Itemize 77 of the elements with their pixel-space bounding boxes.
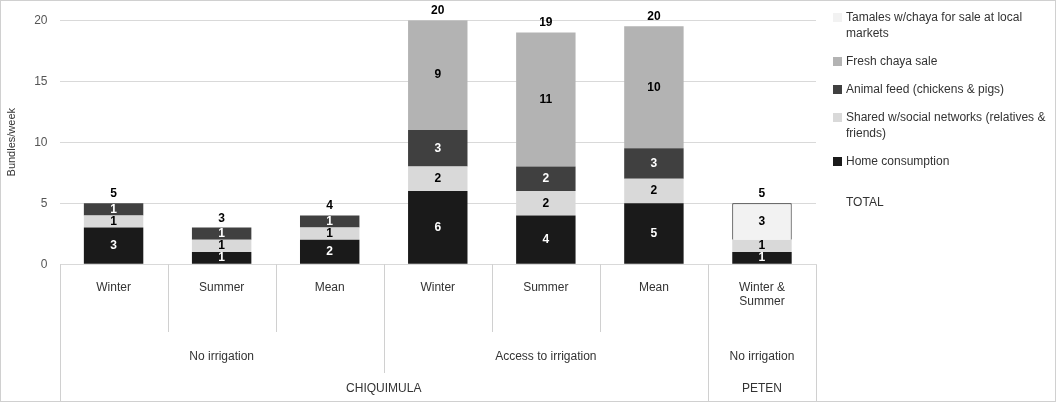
y-tick-label: 0 [40,256,48,271]
y-tick-label: 5 [40,195,48,210]
bar [624,203,684,264]
x-tick-label: Summer [523,279,569,294]
data-label: 1 [218,226,226,241]
data-label: 3 [434,140,442,155]
bar [191,252,252,264]
bar [624,148,684,179]
bar [83,227,144,264]
text: No irrigation [189,348,254,363]
x-tick-label: Mean [314,279,345,294]
data-label: 1 [110,213,118,228]
bar [299,227,360,240]
bar [83,203,144,216]
total-label: 19 [539,15,553,30]
bar [732,252,792,264]
data-label: 6 [434,219,442,234]
y-axis-title: Bundles/week [4,107,17,177]
data-label: 1 [326,213,334,228]
data-label: 10 [647,79,661,94]
x-tick-label: Winter [96,279,131,294]
bar [408,20,468,130]
y-tick-label: 20 [34,12,48,27]
total-label: 5 [758,186,766,201]
bar [191,239,252,252]
y-tick-label: 10 [34,134,48,149]
legend-label: Home consumption [846,153,950,169]
bar [516,166,576,191]
bar [191,227,252,240]
bar [624,178,684,204]
legend-label: Fresh chaya sale [846,53,938,69]
legend-label: Tamales w/chaya for sale at local markets [846,9,1024,41]
y-tick-label: 15 [34,73,48,88]
data-label: 5 [650,225,658,240]
total-label: 20 [647,9,661,24]
bar [516,215,576,264]
bar [408,166,468,191]
total-label: 3 [218,210,226,225]
total-label: 20 [431,3,445,18]
total-label: 5 [110,186,118,201]
data-label: 9 [434,67,442,82]
x-tick-label: Summer [198,279,245,294]
data-label: 3 [650,155,658,170]
data-label: 1 [218,238,226,253]
text: Access to irrigation [495,348,597,363]
legend-label: Animal feed (chickens & pigs) [846,81,1005,97]
text: PETEN [741,381,782,396]
bar [83,215,144,228]
data-label: 2 [434,171,442,186]
data-label: 1 [218,250,226,265]
data-label: 2 [542,171,550,186]
data-label: 4 [542,231,550,246]
data-label: 3 [110,237,118,252]
bar [299,239,360,264]
text: No irrigation [729,348,795,363]
data-label: 1 [326,226,334,241]
data-label: 1 [758,250,766,265]
data-label: 3 [758,213,766,228]
x-tick-label: Winter [420,279,456,294]
x-tick-label: Winter & Summer [738,279,785,309]
data-label: 2 [650,183,658,198]
bar [624,26,684,149]
bar [408,191,468,264]
bar [408,130,468,167]
x-tick-label: Mean [638,279,669,294]
bar [299,215,360,228]
data-label: 1 [110,201,118,216]
data-label: 11 [539,91,553,106]
data-label: 2 [542,195,550,210]
total-label: 4 [326,198,334,213]
legend-label: Shared w/social networks (relatives & friends) [846,109,1047,141]
data-label: 1 [758,238,766,253]
data-label: 2 [326,244,334,259]
bar [732,239,792,252]
text: CHIQUIMULA [346,381,422,396]
text: TOTAL [845,195,885,209]
bar [516,32,576,167]
